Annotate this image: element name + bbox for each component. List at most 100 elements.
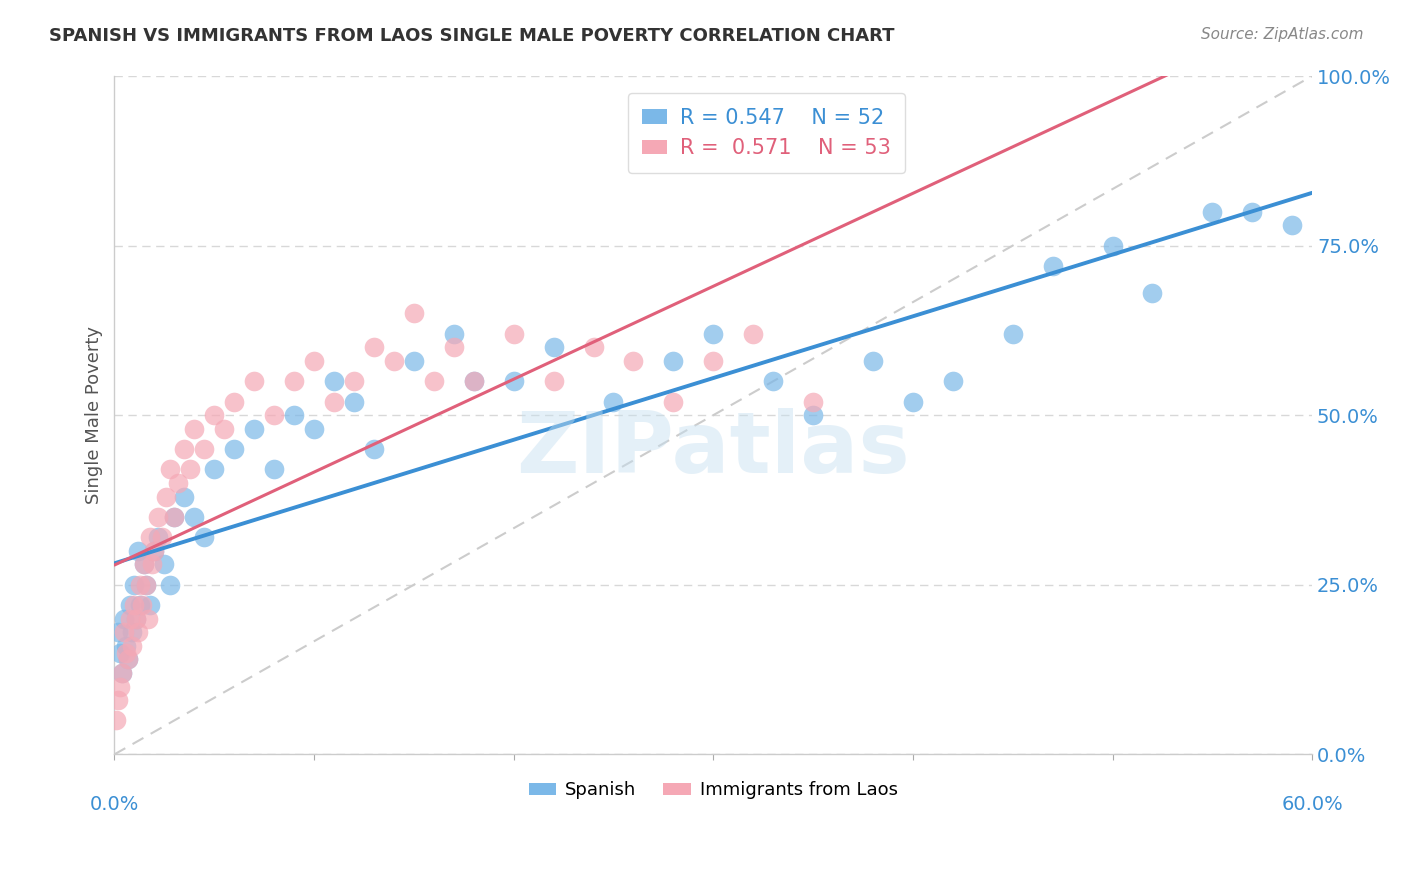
Point (179, 462, 201, 476)
Point (862, 354, 884, 368)
Point (942, 374, 965, 388)
Point (363, 340, 385, 354)
Point (121, 639, 143, 653)
Point (1281, 219, 1303, 233)
Point (150, 530, 173, 544)
Point (343, 394, 366, 409)
Point (224, 394, 246, 409)
Point (323, 374, 346, 388)
Point (402, 354, 425, 368)
Point (143, 544, 166, 558)
Y-axis label: Single Male Poverty: Single Male Poverty (86, 326, 103, 504)
Point (155, 490, 177, 504)
Point (212, 422, 235, 436)
Point (901, 394, 924, 409)
Point (107, 693, 129, 707)
Point (343, 374, 366, 388)
Point (302, 422, 325, 436)
Point (543, 340, 565, 354)
Point (1101, 238, 1123, 252)
Point (1001, 326, 1024, 341)
Point (127, 625, 149, 640)
Point (582, 340, 605, 354)
Point (173, 490, 195, 504)
Point (502, 374, 524, 388)
Point (224, 442, 246, 456)
Point (125, 612, 148, 626)
Point (702, 326, 724, 341)
Point (121, 625, 143, 640)
Point (302, 354, 325, 368)
Text: ZIPatlas: ZIPatlas (516, 408, 910, 491)
Point (243, 422, 266, 436)
Point (193, 442, 215, 456)
Point (139, 530, 162, 544)
Point (662, 394, 685, 409)
Point (115, 639, 138, 653)
Point (1142, 286, 1164, 301)
Point (138, 612, 160, 626)
Point (159, 578, 181, 592)
Point (1042, 259, 1064, 273)
Point (112, 625, 135, 640)
Point (110, 646, 132, 660)
Point (263, 408, 285, 422)
Point (382, 354, 405, 368)
Point (463, 374, 485, 388)
Point (173, 442, 195, 456)
Point (127, 544, 149, 558)
Point (801, 408, 824, 422)
Point (502, 326, 524, 341)
Text: 0.0%: 0.0% (90, 795, 139, 814)
Point (183, 422, 205, 436)
Point (702, 354, 724, 368)
Point (742, 326, 765, 341)
Point (183, 510, 205, 524)
Point (263, 462, 285, 476)
Point (120, 612, 142, 626)
Point (129, 598, 152, 612)
Point (202, 408, 225, 422)
Point (801, 394, 824, 409)
Point (602, 394, 624, 409)
Point (1241, 204, 1264, 219)
Point (117, 652, 139, 666)
Point (111, 665, 134, 680)
Point (117, 652, 139, 666)
Point (135, 578, 157, 592)
Point (115, 646, 138, 660)
Point (141, 558, 163, 572)
Point (148, 510, 170, 524)
Point (1201, 204, 1223, 219)
Point (159, 462, 181, 476)
Point (148, 530, 170, 544)
Point (163, 510, 186, 524)
Point (283, 408, 305, 422)
Text: Source: ZipAtlas.com: Source: ZipAtlas.com (1201, 27, 1364, 42)
Point (283, 374, 305, 388)
Point (543, 374, 565, 388)
Point (107, 625, 129, 640)
Point (139, 598, 162, 612)
Text: 60.0%: 60.0% (1281, 795, 1343, 814)
Point (143, 544, 166, 558)
Point (135, 578, 157, 592)
Point (193, 530, 215, 544)
Text: SPANISH VS IMMIGRANTS FROM LAOS SINGLE MALE POVERTY CORRELATION CHART: SPANISH VS IMMIGRANTS FROM LAOS SINGLE M… (49, 27, 894, 45)
Point (111, 665, 134, 680)
Point (134, 558, 156, 572)
Point (363, 442, 385, 456)
Point (105, 714, 128, 728)
Point (443, 340, 465, 354)
Point (153, 558, 176, 572)
Legend: Spanish, Immigrants from Laos: Spanish, Immigrants from Laos (522, 774, 905, 806)
Point (202, 462, 225, 476)
Point (163, 510, 186, 524)
Point (124, 598, 146, 612)
Point (134, 558, 156, 572)
Point (112, 612, 135, 626)
Point (762, 374, 785, 388)
Point (463, 374, 485, 388)
Point (120, 598, 142, 612)
Point (243, 374, 266, 388)
